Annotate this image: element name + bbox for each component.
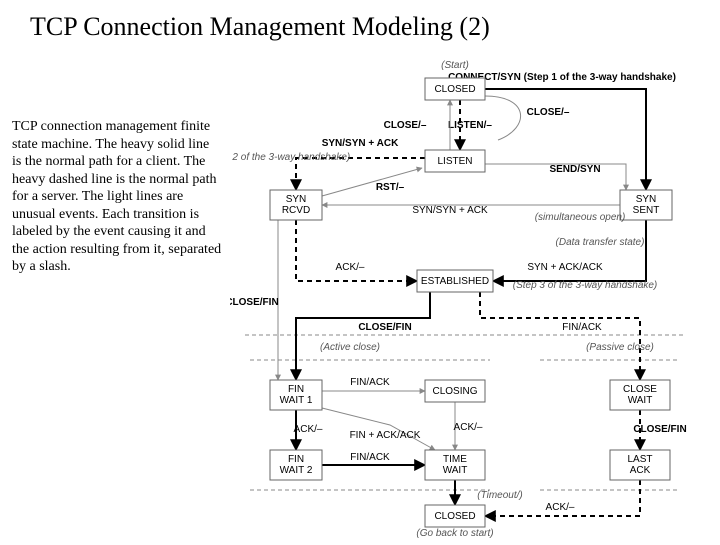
svg-text:TIME: TIME xyxy=(443,454,467,465)
svg-text:(Timeout/): (Timeout/) xyxy=(477,490,522,501)
svg-text:ACK/–: ACK/– xyxy=(294,424,323,435)
svg-text:SEND/SYN: SEND/SYN xyxy=(549,164,600,175)
svg-text:SYN + ACK/ACK: SYN + ACK/ACK xyxy=(527,262,603,273)
svg-text:WAIT: WAIT xyxy=(628,395,653,406)
svg-text:(Data transfer state): (Data transfer state) xyxy=(556,237,645,248)
svg-text:CLOSE/–: CLOSE/– xyxy=(527,107,570,118)
svg-text:SYN: SYN xyxy=(286,194,307,205)
svg-text:FIN + ACK/ACK: FIN + ACK/ACK xyxy=(350,430,421,441)
description-text: TCP connection management finite state m… xyxy=(12,118,222,276)
svg-text:(simultaneous open): (simultaneous open) xyxy=(535,212,626,223)
svg-text:CLOSED: CLOSED xyxy=(434,84,475,95)
svg-text:CLOSE/FIN: CLOSE/FIN xyxy=(230,297,279,308)
svg-text:ACK: ACK xyxy=(630,465,651,476)
page-title: TCP Connection Management Modeling (2) xyxy=(30,12,490,42)
svg-text:LAST: LAST xyxy=(627,454,652,465)
svg-text:(Start): (Start) xyxy=(441,60,469,71)
svg-text:CLOSE/–: CLOSE/– xyxy=(384,120,427,131)
svg-text:ACK/–: ACK/– xyxy=(454,422,483,433)
svg-text:CLOSING: CLOSING xyxy=(432,386,477,397)
svg-text:ESTABLISHED: ESTABLISHED xyxy=(421,276,489,287)
svg-text:(Step 2 of the 3-way handshake: (Step 2 of the 3-way handshake) xyxy=(230,152,350,163)
svg-text:WAIT: WAIT xyxy=(443,465,468,476)
svg-text:(Passive close): (Passive close) xyxy=(586,342,654,353)
svg-text:SYN: SYN xyxy=(636,194,657,205)
svg-text:SYN/SYN + ACK: SYN/SYN + ACK xyxy=(412,205,488,216)
svg-text:FIN/ACK: FIN/ACK xyxy=(350,452,390,463)
svg-text:(Step 3 of the 3-way handshake: (Step 3 of the 3-way handshake) xyxy=(513,280,658,291)
state-diagram: CONNECT/SYN (Step 1 of the 3-way handsha… xyxy=(230,60,720,545)
svg-text:FIN/ACK: FIN/ACK xyxy=(562,322,602,333)
svg-text:CLOSE/FIN: CLOSE/FIN xyxy=(358,322,411,333)
svg-text:CLOSE: CLOSE xyxy=(623,384,657,395)
svg-text:(Go back to start): (Go back to start) xyxy=(416,528,493,539)
svg-text:RCVD: RCVD xyxy=(282,205,310,216)
svg-text:LISTEN: LISTEN xyxy=(437,156,472,167)
svg-text:RST/–: RST/– xyxy=(376,182,405,193)
svg-text:ACK/–: ACK/– xyxy=(546,502,575,513)
svg-text:CLOSED: CLOSED xyxy=(434,511,475,522)
svg-text:(Active close): (Active close) xyxy=(320,342,380,353)
svg-text:SENT: SENT xyxy=(633,205,660,216)
svg-text:ACK/–: ACK/– xyxy=(336,262,365,273)
svg-text:LISTEN/–: LISTEN/– xyxy=(448,120,492,131)
svg-text:FIN: FIN xyxy=(288,454,304,465)
svg-text:SYN/SYN + ACK: SYN/SYN + ACK xyxy=(322,138,399,149)
svg-text:FIN/ACK: FIN/ACK xyxy=(350,377,390,388)
svg-text:FIN: FIN xyxy=(288,384,304,395)
svg-text:CLOSE/FIN: CLOSE/FIN xyxy=(633,424,686,435)
svg-text:WAIT 2: WAIT 2 xyxy=(280,465,313,476)
svg-text:WAIT 1: WAIT 1 xyxy=(280,395,313,406)
